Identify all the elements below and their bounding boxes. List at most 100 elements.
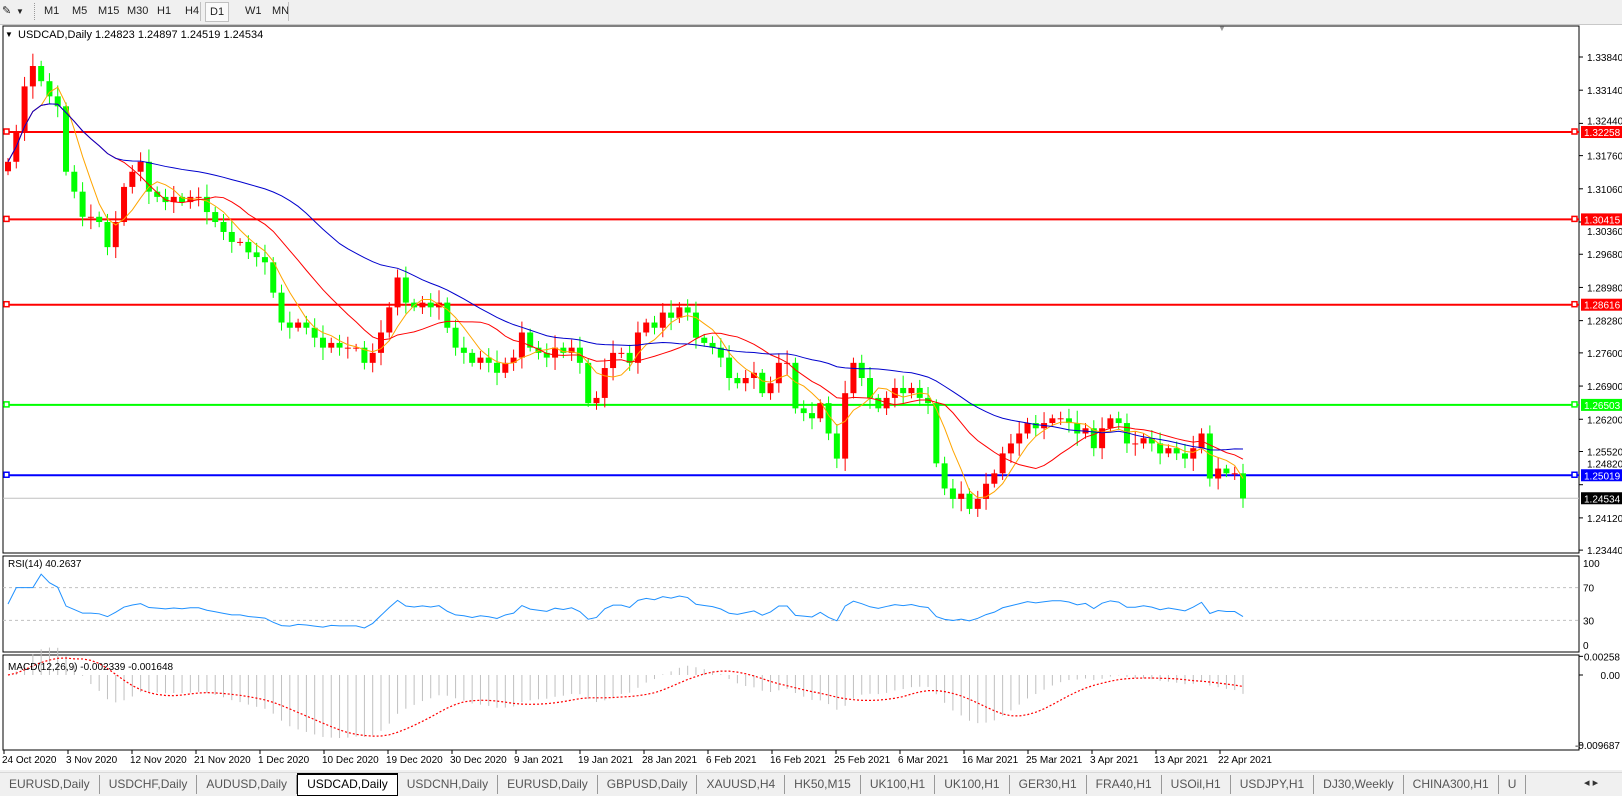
candle[interactable] (1240, 463, 1246, 508)
candle[interactable] (734, 372, 741, 389)
candle[interactable] (510, 349, 517, 371)
candle[interactable] (668, 300, 675, 331)
candle[interactable] (717, 338, 724, 368)
candle[interactable] (808, 402, 815, 430)
tab-xauusd-h4[interactable]: XAUUSD,H4 (697, 775, 786, 794)
candle[interactable] (568, 339, 575, 361)
candle[interactable] (618, 347, 625, 359)
candle[interactable] (767, 376, 774, 400)
candle[interactable] (1123, 413, 1130, 453)
candle[interactable] (1090, 420, 1097, 457)
candle[interactable] (369, 343, 376, 373)
candle[interactable] (386, 302, 393, 338)
candle[interactable] (850, 357, 857, 399)
candle[interactable] (237, 238, 244, 246)
tab-uk100-h1[interactable]: UK100,H1 (935, 775, 1010, 794)
tab-uk100-h1[interactable]: UK100,H1 (861, 775, 936, 794)
candle[interactable] (212, 206, 219, 228)
candle[interactable] (253, 242, 260, 267)
candle[interactable] (1024, 417, 1031, 439)
tab-usoil-h1[interactable]: USOil,H1 (1162, 775, 1231, 794)
candle[interactable] (552, 335, 559, 370)
candle[interactable] (427, 293, 434, 317)
candle[interactable] (585, 359, 592, 407)
candle[interactable] (96, 211, 103, 228)
line-handle-right[interactable] (1571, 471, 1578, 479)
candle[interactable] (245, 235, 252, 259)
candle[interactable] (295, 318, 302, 332)
candle[interactable] (377, 320, 384, 366)
candle[interactable] (278, 284, 285, 331)
candle[interactable] (891, 378, 898, 408)
candle[interactable] (494, 350, 501, 386)
timeframe-mn[interactable]: MN (272, 5, 290, 17)
line-handle-right[interactable] (1571, 401, 1578, 408)
candle[interactable] (71, 165, 78, 199)
tab-china300-h1[interactable]: CHINA300,H1 (1404, 775, 1499, 794)
candle[interactable] (692, 301, 699, 349)
candle[interactable] (1016, 421, 1023, 456)
candle[interactable] (676, 302, 683, 324)
line-handle-left[interactable] (3, 300, 10, 308)
candle[interactable] (394, 269, 401, 316)
candle[interactable] (1223, 464, 1230, 478)
candle[interactable] (328, 337, 335, 353)
candle[interactable] (543, 343, 550, 368)
candle[interactable] (983, 472, 990, 510)
candle[interactable] (949, 479, 956, 509)
line-handle-right[interactable] (1571, 215, 1578, 223)
candle[interactable] (286, 311, 293, 339)
candle[interactable] (900, 375, 907, 406)
timeframe-m15[interactable]: M15 (98, 5, 120, 17)
candle[interactable] (203, 184, 210, 225)
candle[interactable] (353, 343, 360, 352)
candle[interactable] (1099, 417, 1106, 460)
candle[interactable] (154, 186, 161, 203)
candle[interactable] (842, 380, 849, 471)
candle[interactable] (1007, 433, 1014, 463)
candle[interactable] (38, 60, 45, 87)
candle[interactable] (518, 321, 525, 369)
tab-gbpusd-daily[interactable]: GBPUSD,Daily (598, 775, 698, 794)
line-tool-icon[interactable]: ✎ (2, 5, 12, 17)
candle[interactable] (742, 369, 749, 392)
candle[interactable] (709, 336, 716, 355)
candle[interactable] (87, 204, 94, 230)
candle[interactable] (701, 333, 708, 347)
candle[interactable] (833, 423, 840, 469)
candle[interactable] (1032, 414, 1039, 437)
candle[interactable] (991, 469, 998, 488)
tab-hk50-m15[interactable]: HK50,M15 (785, 775, 861, 794)
tab-ger30-h1[interactable]: GER30,H1 (1010, 775, 1087, 794)
candle[interactable] (1148, 430, 1155, 452)
candle[interactable] (775, 353, 782, 393)
tab-dj30-weekly[interactable]: DJ30,Weekly (1314, 775, 1404, 794)
candle[interactable] (858, 354, 865, 387)
candle[interactable] (908, 382, 915, 399)
line-handle-left[interactable] (3, 215, 10, 223)
line-handle-right[interactable] (1571, 128, 1578, 135)
toolbar-grip[interactable] (34, 3, 37, 20)
candle[interactable] (79, 182, 86, 227)
candle[interactable] (195, 187, 202, 207)
candle[interactable] (261, 244, 268, 275)
timeframe-h1[interactable]: H1 (157, 5, 172, 17)
candle[interactable] (941, 456, 948, 496)
candle[interactable] (311, 318, 318, 348)
candle[interactable] (651, 315, 658, 335)
tab-audusd-daily[interactable]: AUDUSD,Daily (197, 775, 298, 794)
timeframe-m30[interactable]: M30 (127, 5, 149, 17)
line-handle-left[interactable] (3, 401, 10, 408)
tab-usdcad-daily[interactable]: USDCAD,Daily (297, 773, 398, 796)
candle[interactable] (1231, 466, 1238, 480)
candle[interactable] (1206, 425, 1213, 487)
chart-canvas[interactable]: ▼ 1.33840 1.33140 1.32440 1.31760 1.31060 1.3… (0, 24, 1622, 770)
candle[interactable] (179, 193, 186, 206)
candle[interactable] (1173, 441, 1180, 461)
tab-eurusd-daily[interactable]: EURUSD,Daily (498, 775, 598, 794)
collapse-triangle-icon[interactable]: ▼ (5, 30, 13, 39)
candle[interactable] (63, 102, 70, 176)
candle[interactable] (29, 53, 36, 99)
tab-eurusd-daily[interactable]: EURUSD,Daily (0, 775, 100, 794)
timeframe-m1[interactable]: M1 (44, 5, 60, 17)
